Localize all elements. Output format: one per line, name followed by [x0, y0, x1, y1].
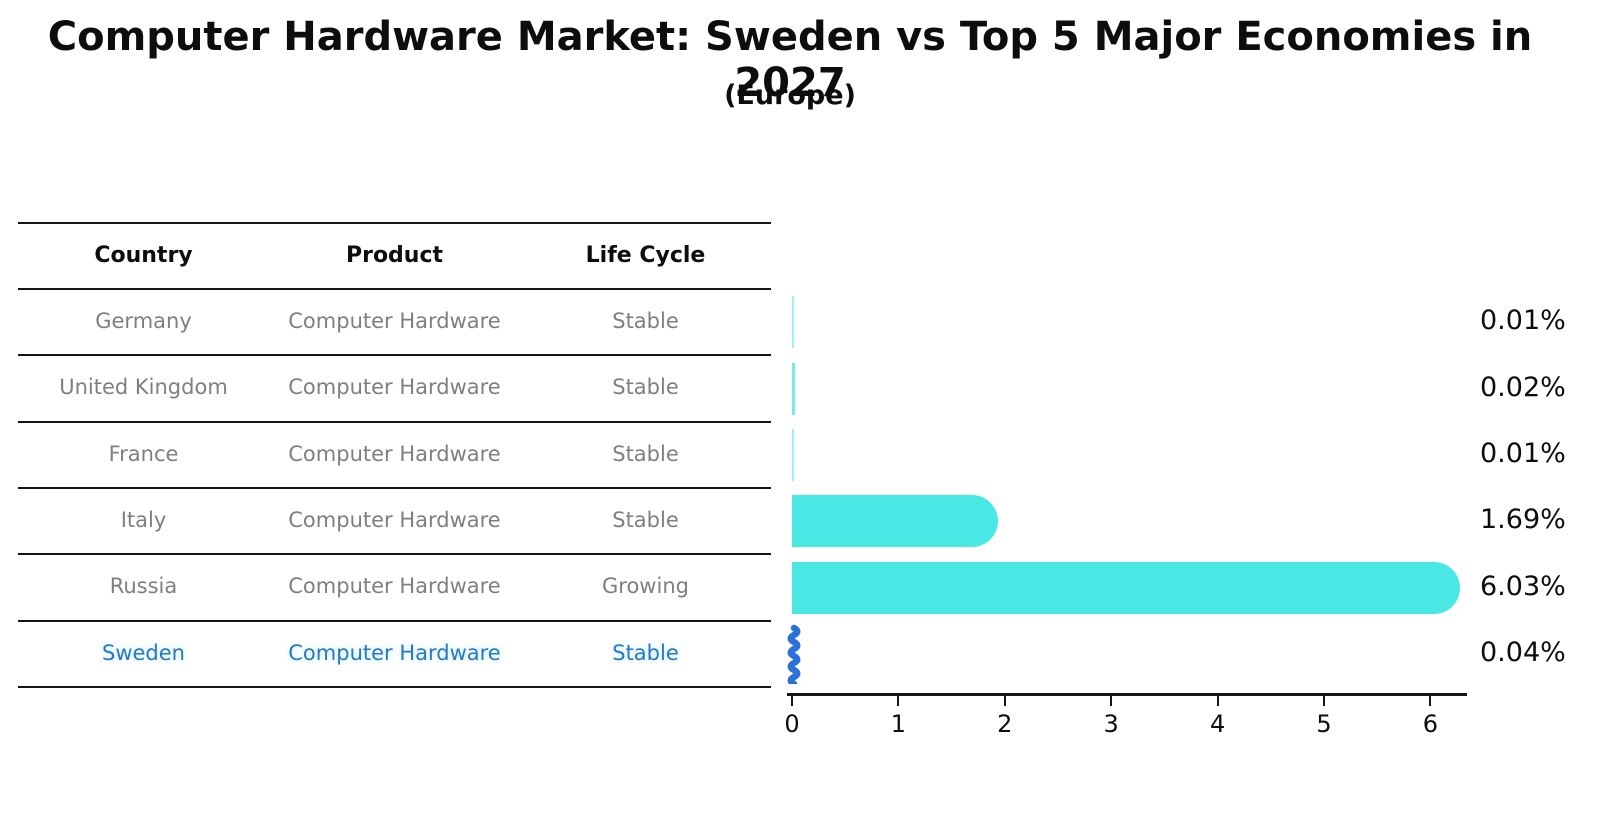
cell-country: Russia	[109, 574, 178, 599]
x-axis-line	[787, 693, 1467, 696]
cell-life-cycle: Growing	[602, 574, 689, 599]
value-label: 0.01%	[1480, 305, 1566, 337]
table-rule-line	[18, 354, 771, 357]
cell-product: Computer Hardware	[288, 574, 501, 599]
table-row: Sweden Computer Hardware Stable	[18, 622, 771, 684]
table-header-product: Product	[345, 242, 444, 268]
x-axis-tick	[1429, 696, 1432, 706]
cell-product: Computer Hardware	[288, 441, 501, 466]
x-axis-tick-label: 6	[1422, 710, 1439, 738]
bar-italy	[792, 495, 998, 548]
table-row: Italy Computer Hardware Stable	[18, 489, 771, 551]
cell-country: Sweden	[102, 640, 185, 665]
x-axis-tick-label: 2	[997, 710, 1013, 738]
bar-united-kingdom	[792, 362, 795, 415]
table-rule-line	[18, 288, 771, 290]
cell-life-cycle: Stable	[612, 441, 679, 466]
x-axis-tick	[1323, 696, 1325, 706]
cell-life-cycle: Stable	[612, 508, 679, 533]
table-rule-line	[18, 222, 771, 224]
table-rule-line	[18, 420, 771, 423]
x-axis-tick	[1003, 696, 1006, 706]
cell-life-cycle: Stable	[612, 309, 679, 334]
x-axis-tick	[1216, 696, 1219, 706]
x-axis-tick	[897, 696, 900, 706]
x-axis-tick	[791, 696, 793, 706]
table-header-row: Country Product Life Cycle	[18, 224, 771, 286]
cell-product: Computer Hardware	[288, 309, 501, 334]
cell-country: United Kingdom	[59, 375, 228, 400]
bar-russia	[792, 561, 1460, 614]
chart-title: Computer Hardware Market: Sweden vs Top …	[47, 14, 1533, 106]
value-label: 6.03%	[1480, 570, 1566, 602]
value-label: 0.02%	[1480, 371, 1566, 403]
table-row: Germany Computer Hardware Stable	[18, 290, 771, 352]
table-rule-line	[18, 487, 771, 489]
x-axis-tick-label: 1	[890, 710, 907, 738]
value-label: 0.04%	[1480, 636, 1566, 668]
table-rule-line	[18, 619, 771, 622]
bar-france	[792, 428, 794, 481]
table-header-country: Country	[94, 242, 193, 268]
table-rule-line	[18, 686, 771, 688]
cell-product: Computer Hardware	[288, 640, 501, 665]
table-rule-line	[18, 553, 771, 556]
cell-life-cycle: Stable	[612, 640, 679, 665]
cell-country: France	[108, 441, 179, 466]
cell-product: Computer Hardware	[288, 375, 501, 400]
value-label: 0.01%	[1480, 437, 1566, 469]
table-header-life-cycle: Life Cycle	[585, 242, 706, 268]
x-axis-tick	[1110, 696, 1113, 706]
chart-subtitle: (Europe)	[724, 80, 856, 111]
sweden-highlight-marker	[787, 624, 801, 688]
cell-country: Italy	[120, 508, 167, 533]
cell-country: Germany	[95, 309, 192, 334]
squiggle-bar-icon	[787, 624, 801, 688]
table-row: Russia Computer Hardware Growing	[18, 555, 771, 617]
x-axis-tick-label: 4	[1209, 710, 1226, 738]
x-axis-tick-label: 0	[784, 710, 800, 738]
table-row: France Computer Hardware Stable	[18, 423, 771, 485]
cell-life-cycle: Stable	[612, 375, 679, 400]
cell-product: Computer Hardware	[288, 508, 501, 533]
value-label: 1.69%	[1480, 504, 1566, 536]
x-axis-tick-label: 3	[1103, 710, 1119, 738]
bar-germany	[792, 296, 794, 349]
x-axis-tick-label: 5	[1316, 710, 1332, 738]
table-row: United Kingdom Computer Hardware Stable	[18, 356, 771, 418]
